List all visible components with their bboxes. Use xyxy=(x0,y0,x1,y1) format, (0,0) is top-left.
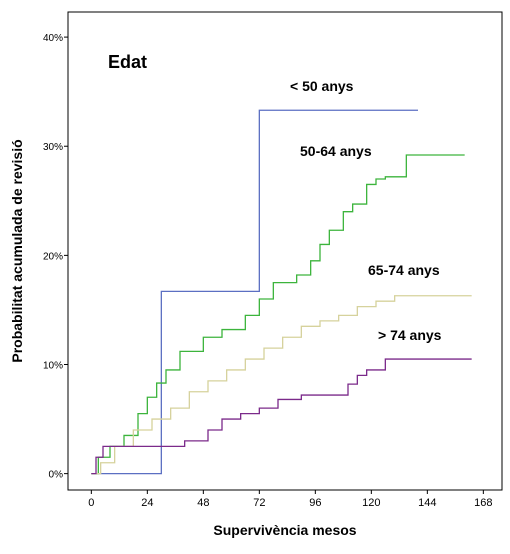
y-tick-label: 0% xyxy=(49,470,64,481)
x-tick-label: 48 xyxy=(197,497,209,509)
step-line xyxy=(91,358,472,475)
x-tick-label: 96 xyxy=(309,497,321,509)
series-label: 65-74 anys xyxy=(368,262,440,278)
series-label: 50-64 anys xyxy=(300,143,372,159)
series-label: < 50 anys xyxy=(290,78,354,94)
y-tick-label: 40% xyxy=(43,33,63,44)
plot-frame xyxy=(67,11,503,491)
x-axis-label: Supervivència mesos xyxy=(213,522,356,538)
x-tick-label: 168 xyxy=(474,497,492,509)
x-tick-label: 24 xyxy=(141,497,153,509)
x-tick-label: 0 xyxy=(88,497,94,509)
x-tick-label: 72 xyxy=(253,497,265,509)
step-line xyxy=(91,154,465,475)
y-tick-label: 30% xyxy=(43,142,63,153)
x-tick-label: 144 xyxy=(418,497,436,509)
y-axis-label: Probabilitat acumulada de revisió xyxy=(9,139,25,362)
legend-title: Edat xyxy=(108,52,147,72)
y-tick-label: 20% xyxy=(43,251,63,262)
y-tick-label: 10% xyxy=(43,360,63,371)
series-label: > 74 anys xyxy=(378,327,442,343)
x-tick-label: 120 xyxy=(362,497,380,509)
step-line xyxy=(91,109,418,475)
step-line xyxy=(91,295,472,475)
